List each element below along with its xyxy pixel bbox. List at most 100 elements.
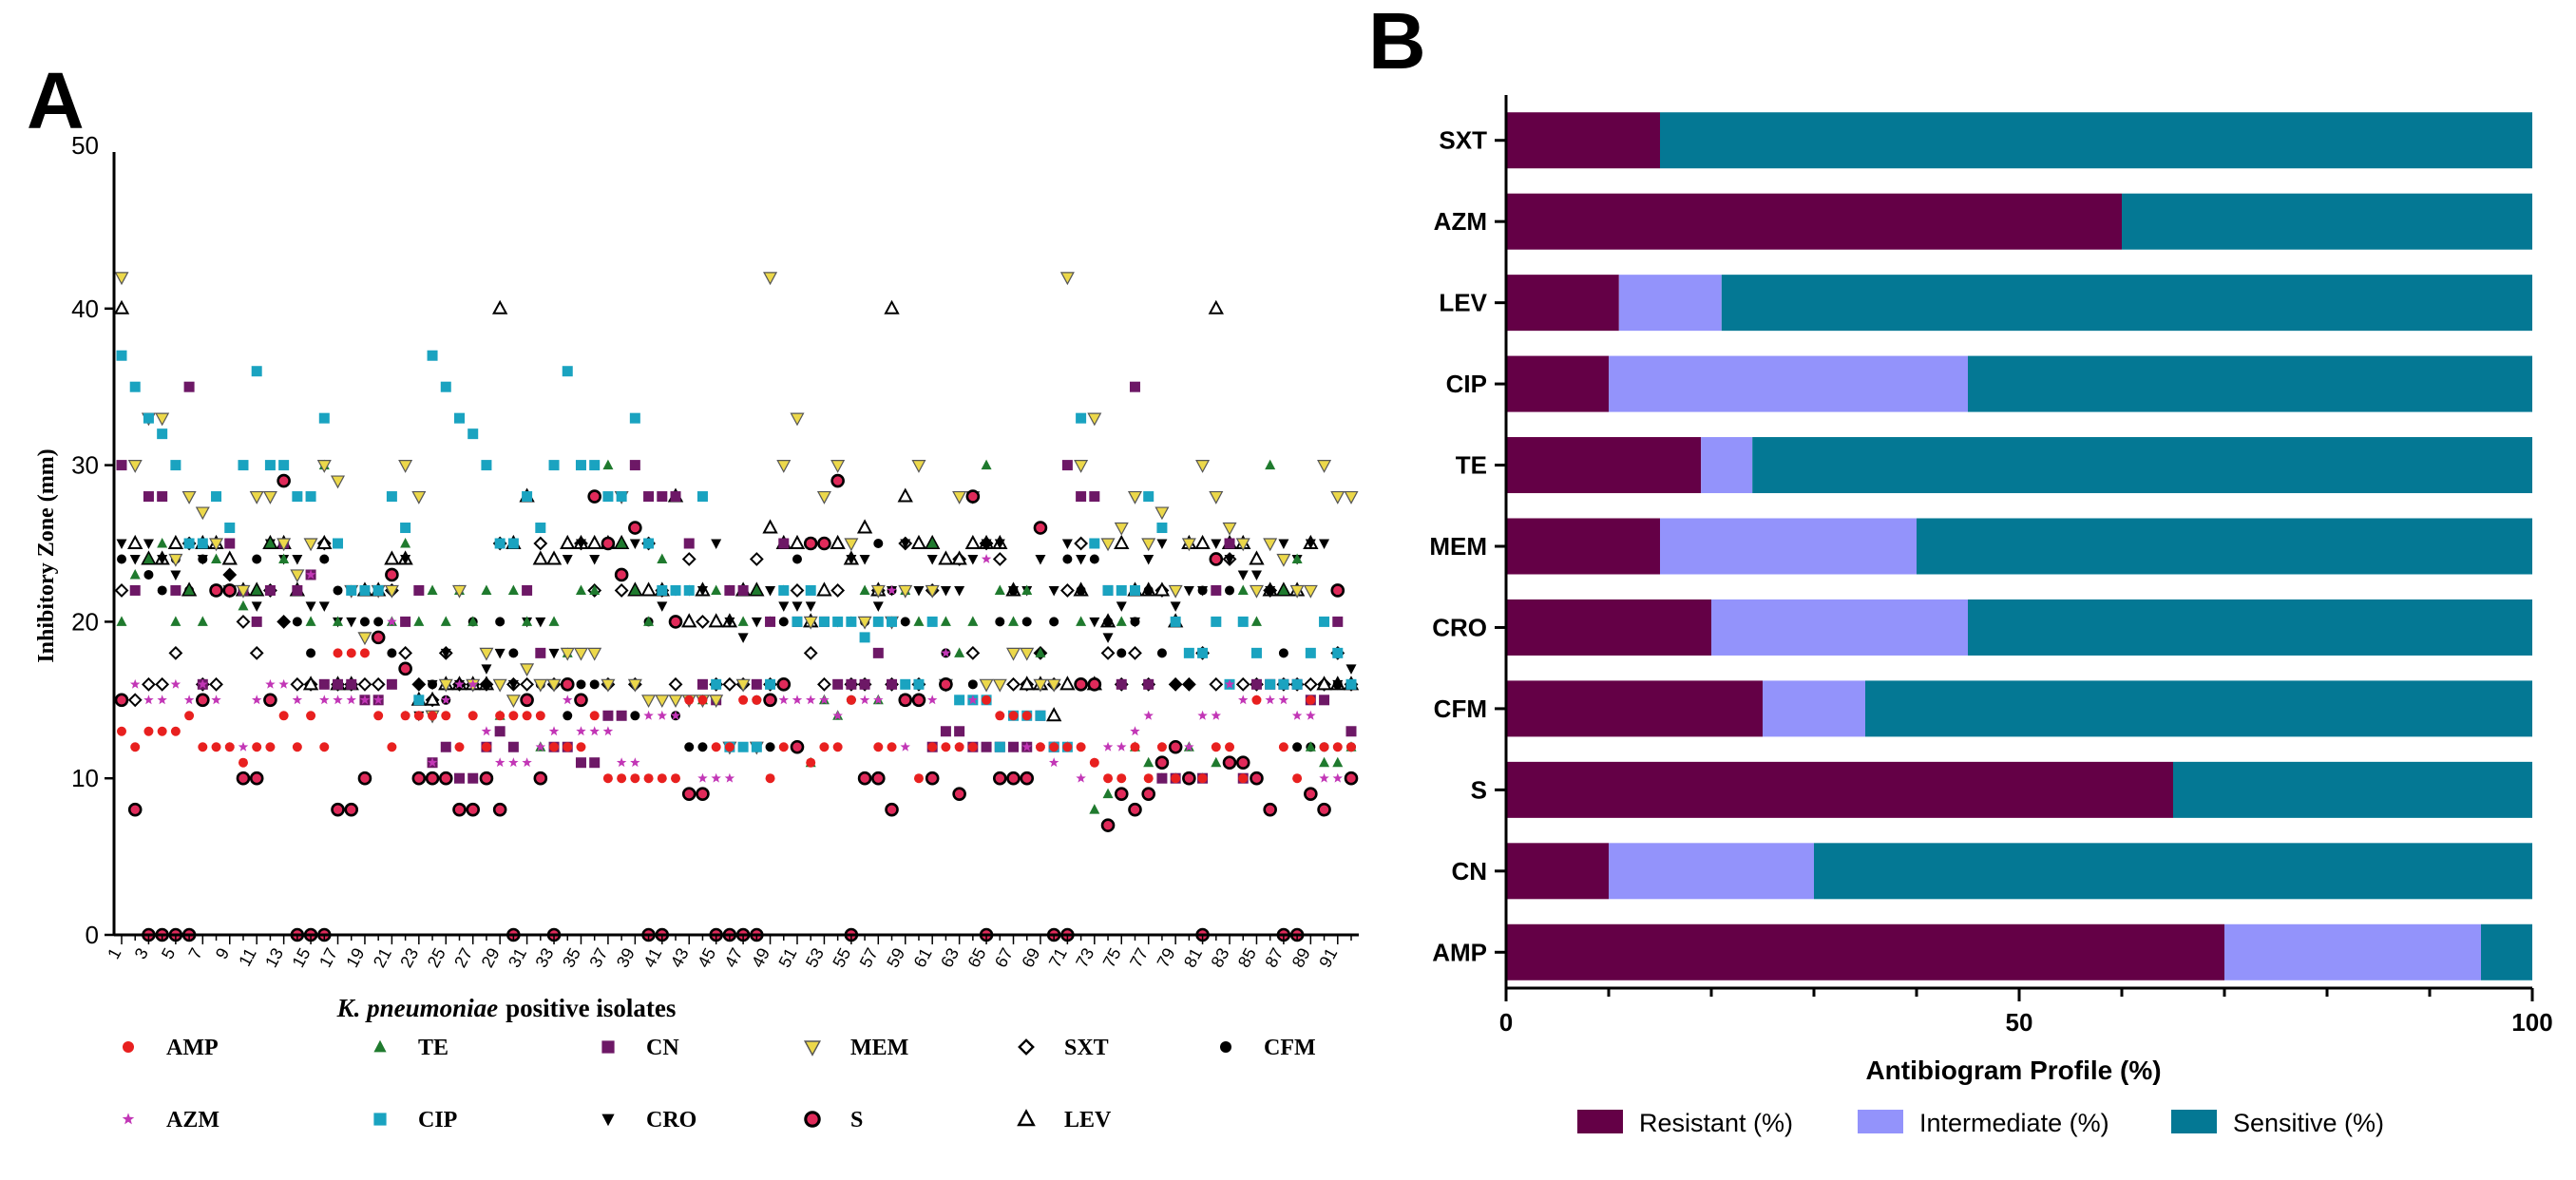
scatter-legend-item-sxt: SXT: [1018, 1036, 1109, 1060]
point-amp-shape: [982, 695, 992, 705]
point-cip: [1089, 538, 1100, 549]
point-mem-shape: [492, 678, 507, 693]
point-azm: [576, 726, 586, 736]
point-lev: [938, 550, 954, 565]
scatter-x-tick-label: 47: [721, 944, 747, 970]
point-s: [857, 771, 872, 786]
point-mem: [979, 678, 994, 693]
point-azm: [1130, 726, 1140, 736]
point-cro: [859, 554, 870, 565]
point-cro: [629, 539, 640, 549]
scatter-legend-marker-cro-shape: [601, 1113, 615, 1127]
point-azm: [359, 695, 371, 705]
point-cn-shape: [765, 616, 776, 627]
point-cro: [1237, 570, 1249, 580]
point-amp-shape: [765, 773, 775, 784]
point-cip-shape: [657, 584, 668, 596]
point-mem: [1114, 522, 1129, 536]
point-lev-shape: [1208, 299, 1224, 314]
point-mem: [1195, 460, 1211, 473]
point-s-shape: [127, 802, 143, 817]
point-te: [981, 459, 992, 470]
point-amp-shape: [1049, 742, 1059, 752]
point-amp: [198, 742, 208, 752]
point-te: [400, 538, 411, 548]
point-cro-shape: [1156, 539, 1168, 549]
point-azm-shape: [630, 757, 640, 768]
point-cip: [954, 695, 965, 706]
point-cip: [792, 616, 803, 627]
point-cn-shape: [643, 491, 655, 503]
point-mem-shape: [209, 538, 224, 552]
point-cip-shape: [292, 491, 303, 503]
bar-sensitive-amp: [2481, 923, 2532, 980]
point-cn-shape: [1061, 460, 1073, 471]
point-s-shape: [1141, 787, 1156, 801]
scatter-x-tick-label: 71: [1045, 944, 1071, 970]
bar-category-label: CFM: [1434, 695, 1487, 723]
point-cip: [1278, 678, 1289, 690]
point-s: [520, 693, 534, 708]
point-cip-shape: [589, 460, 601, 471]
point-azm-shape: [900, 741, 910, 752]
point-azm-shape: [1238, 695, 1249, 705]
point-cfm-shape: [1292, 742, 1303, 752]
point-amp-shape: [1021, 711, 1032, 721]
point-s-shape: [209, 583, 223, 598]
point-te-shape: [522, 616, 533, 626]
point-sxt-shape: [520, 676, 535, 692]
point-amp-shape: [967, 742, 978, 752]
point-azm-shape: [859, 695, 870, 705]
point-azm: [602, 726, 614, 736]
point-cro: [1211, 539, 1222, 549]
point-cfm-shape: [1143, 585, 1154, 596]
point-cn: [386, 678, 397, 690]
point-cn-shape: [183, 381, 195, 392]
scatter-x-tick-label: 3: [131, 944, 152, 961]
point-mem: [1168, 584, 1183, 599]
point-cip-shape: [602, 491, 614, 503]
point-te: [1089, 804, 1100, 814]
scatter-x-tick-label: 39: [613, 944, 639, 970]
point-cfm-shape: [1103, 617, 1114, 627]
point-sxt: [1006, 676, 1021, 692]
bar-legend-swatch-intermediate: [1858, 1110, 1903, 1133]
point-cip: [657, 584, 668, 596]
point-azm-shape: [251, 695, 262, 705]
point-cip: [805, 584, 816, 596]
point-cip-shape: [143, 412, 154, 424]
point-amp-shape: [873, 742, 884, 752]
point-sxt: [168, 645, 183, 660]
point-cfm: [563, 711, 573, 721]
point-cfm: [481, 679, 491, 690]
bar-x-tick-label: 50: [2006, 1008, 2033, 1037]
point-cro: [1170, 601, 1181, 612]
scatter-x-tick-label: 55: [829, 944, 854, 970]
point-azm: [1048, 757, 1059, 768]
point-amp-shape: [467, 711, 478, 721]
point-azm-shape: [967, 695, 979, 705]
scatter-x-tick-label: 37: [585, 944, 611, 970]
point-cro-shape: [292, 554, 303, 565]
point-mem: [114, 272, 129, 286]
point-cip-shape: [629, 412, 640, 424]
point-te: [413, 616, 425, 626]
scatter-x-tick-label: 77: [1126, 944, 1152, 970]
scatter-legend-item-te: TE: [373, 1036, 448, 1060]
point-s-shape: [385, 567, 399, 582]
point-azm-shape: [522, 757, 532, 768]
scatter-y-tick-label: 20: [71, 607, 99, 636]
point-te: [1076, 616, 1087, 626]
point-cfm-shape: [1062, 554, 1073, 564]
point-amp: [495, 711, 506, 721]
point-te-shape: [467, 616, 479, 626]
point-s: [560, 677, 575, 692]
point-lev-shape: [221, 550, 238, 565]
bar-intermediate-cro: [1711, 599, 1968, 656]
point-cip: [305, 491, 316, 503]
point-amp: [724, 742, 735, 752]
point-cfm-shape: [143, 569, 154, 580]
point-cn-shape: [683, 538, 695, 549]
point-cn: [129, 584, 141, 596]
point-lev-shape: [532, 550, 548, 565]
